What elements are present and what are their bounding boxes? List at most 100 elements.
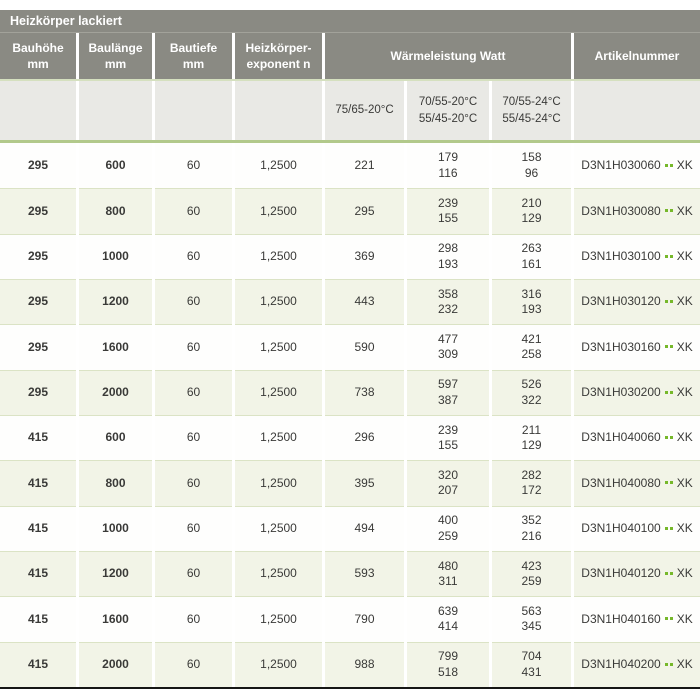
cell-bauhoehe: 295 [0, 324, 76, 370]
table-row: 295 2000 60 1,2500 738 597 387 526 322 D… [0, 369, 700, 415]
cell-exponent: 1,2500 [235, 143, 322, 189]
table-subheader-row: 75/65-20°C 70/55-20°C 55/45-20°C 70/55-2… [0, 81, 700, 140]
cell-exponent: 1,2500 [235, 188, 322, 234]
cell-watt-70-55-24: 421 258 [492, 324, 571, 370]
column-header-bautiefe: Bautiefe mm [155, 33, 232, 79]
cell-watt-70-55-20: 179 116 [407, 143, 489, 189]
cell-watt-75-65: 296 [325, 414, 404, 461]
table-row: 295 1000 60 1,2500 369 298 193 263 161 D… [0, 233, 700, 279]
cell-bautiefe: 60 [155, 369, 232, 415]
artikel-number: D3N1H030100 [581, 249, 661, 264]
cell-watt-70-55-24: 563 345 [492, 596, 571, 642]
green-dots-icon [664, 436, 673, 440]
table-row: 415 1200 60 1,2500 593 480 311 423 259 D… [0, 550, 700, 597]
subheader-empty-1 [0, 81, 76, 140]
cell-bauhoehe: 295 [0, 143, 76, 189]
cell-bautiefe: 60 [155, 641, 232, 687]
artikel-number: D3N1H030200 [581, 385, 661, 399]
cell-watt-75-65: 494 [325, 505, 404, 551]
artikel-number: D3N1H030060 [581, 157, 661, 172]
cell-artikelnummer: D3N1H030160 XK [574, 324, 700, 370]
cell-bautiefe: 60 [155, 460, 232, 506]
column-header-exponent: Heizkörper- exponent n [235, 33, 322, 79]
cell-bauhoehe: 415 [0, 550, 76, 597]
cell-watt-75-65: 738 [325, 369, 404, 415]
column-header-waermeleistung: Wärmeleistung Watt [325, 33, 571, 79]
cell-watt-70-55-20: 799 518 [407, 641, 489, 687]
cell-watt-70-55-20: 400 259 [407, 505, 489, 551]
green-dots-icon [664, 662, 673, 667]
cell-bauhoehe: 415 [0, 641, 76, 687]
green-dots-icon [664, 345, 673, 349]
cell-artikelnummer: D3N1H040100 XK [574, 505, 700, 551]
radiator-spec-table: Heizkörper lackiert Bauhöhe mm Baulänge … [0, 10, 700, 689]
cell-exponent: 1,2500 [235, 233, 322, 279]
cell-bauhoehe: 415 [0, 505, 76, 551]
cell-exponent: 1,2500 [235, 596, 322, 642]
subheader-empty-4 [235, 81, 322, 140]
cell-artikelnummer: D3N1H030100 XK [574, 233, 700, 279]
cell-bautiefe: 60 [155, 188, 232, 234]
cell-baulaenge: 800 [79, 460, 152, 506]
cell-watt-75-65: 988 [325, 641, 404, 687]
cell-baulaenge: 800 [79, 188, 152, 234]
artikel-number: D3N1H030120 [581, 294, 661, 309]
table-row: 295 600 60 1,2500 221 179 116 158 96 D3N… [0, 143, 700, 189]
cell-bautiefe: 60 [155, 278, 232, 325]
cell-watt-70-55-24: 526 322 [492, 369, 571, 415]
table-row: 415 2000 60 1,2500 988 799 518 704 431 D… [0, 641, 700, 687]
cell-baulaenge: 600 [79, 143, 152, 189]
cell-watt-70-55-20: 239 155 [407, 414, 489, 461]
cell-watt-70-55-20: 597 387 [407, 369, 489, 415]
cell-watt-70-55-24: 263 161 [492, 233, 571, 279]
cell-bauhoehe: 295 [0, 278, 76, 325]
cell-watt-70-55-20: 480 311 [407, 550, 489, 597]
artikel-number: D3N1H040120 [581, 566, 661, 581]
cell-exponent: 1,2500 [235, 505, 322, 551]
cell-watt-70-55-24: 211 129 [492, 414, 571, 461]
cell-watt-70-55-24: 704 431 [492, 641, 571, 687]
table-row: 415 1000 60 1,2500 494 400 259 352 216 D… [0, 505, 700, 551]
cell-watt-75-65: 369 [325, 233, 404, 279]
artikel-suffix: XK [676, 294, 693, 309]
cell-exponent: 1,2500 [235, 414, 322, 461]
table-row: 295 800 60 1,2500 295 239 155 210 129 D3… [0, 188, 700, 234]
green-dots-icon [664, 617, 673, 621]
table-row: 415 800 60 1,2500 395 320 207 282 172 D3… [0, 460, 700, 506]
artikel-number: D3N1H030160 [581, 339, 661, 354]
green-dots-icon [664, 254, 673, 259]
cell-bautiefe: 60 [155, 324, 232, 370]
table-header-row: Bauhöhe mm Baulänge mm Bautiefe mm Heizk… [0, 33, 700, 79]
cell-watt-75-65: 443 [325, 278, 404, 325]
subheader-empty-3 [155, 81, 232, 140]
column-header-baulaenge: Baulänge mm [79, 33, 152, 79]
cell-bautiefe: 60 [155, 550, 232, 597]
cell-watt-70-55-20: 477 309 [407, 324, 489, 370]
artikel-suffix: XK [676, 475, 693, 490]
artikel-suffix: XK [676, 249, 693, 264]
cell-exponent: 1,2500 [235, 278, 322, 325]
cell-exponent: 1,2500 [235, 550, 322, 597]
cell-bauhoehe: 415 [0, 460, 76, 506]
subheader-divider-line [0, 140, 700, 143]
green-dots-icon [664, 209, 673, 213]
cell-watt-70-55-24: 423 259 [492, 550, 571, 597]
artikel-number: D3N1H030080 [581, 203, 661, 218]
cell-watt-70-55-24: 210 129 [492, 188, 571, 234]
cell-watt-75-65: 221 [325, 143, 404, 189]
cell-bautiefe: 60 [155, 414, 232, 461]
cell-watt-70-55-20: 239 155 [407, 188, 489, 234]
cell-watt-70-55-24: 158 96 [492, 143, 571, 189]
cell-artikelnummer: D3N1H040200 XK [574, 641, 700, 687]
artikel-suffix: XK [676, 520, 693, 535]
cell-bauhoehe: 415 [0, 414, 76, 461]
green-dots-icon [664, 526, 673, 531]
cell-watt-70-55-24: 352 216 [492, 505, 571, 551]
artikel-number: D3N1H040060 [581, 430, 661, 445]
table-bottom-rule [0, 687, 700, 689]
cell-artikelnummer: D3N1H040060 XK [574, 414, 700, 461]
artikel-suffix: XK [676, 339, 693, 354]
cell-artikelnummer: D3N1H030200 XK [574, 369, 700, 415]
cell-baulaenge: 1000 [79, 505, 152, 551]
cell-artikelnummer: D3N1H030060 XK [574, 143, 700, 189]
